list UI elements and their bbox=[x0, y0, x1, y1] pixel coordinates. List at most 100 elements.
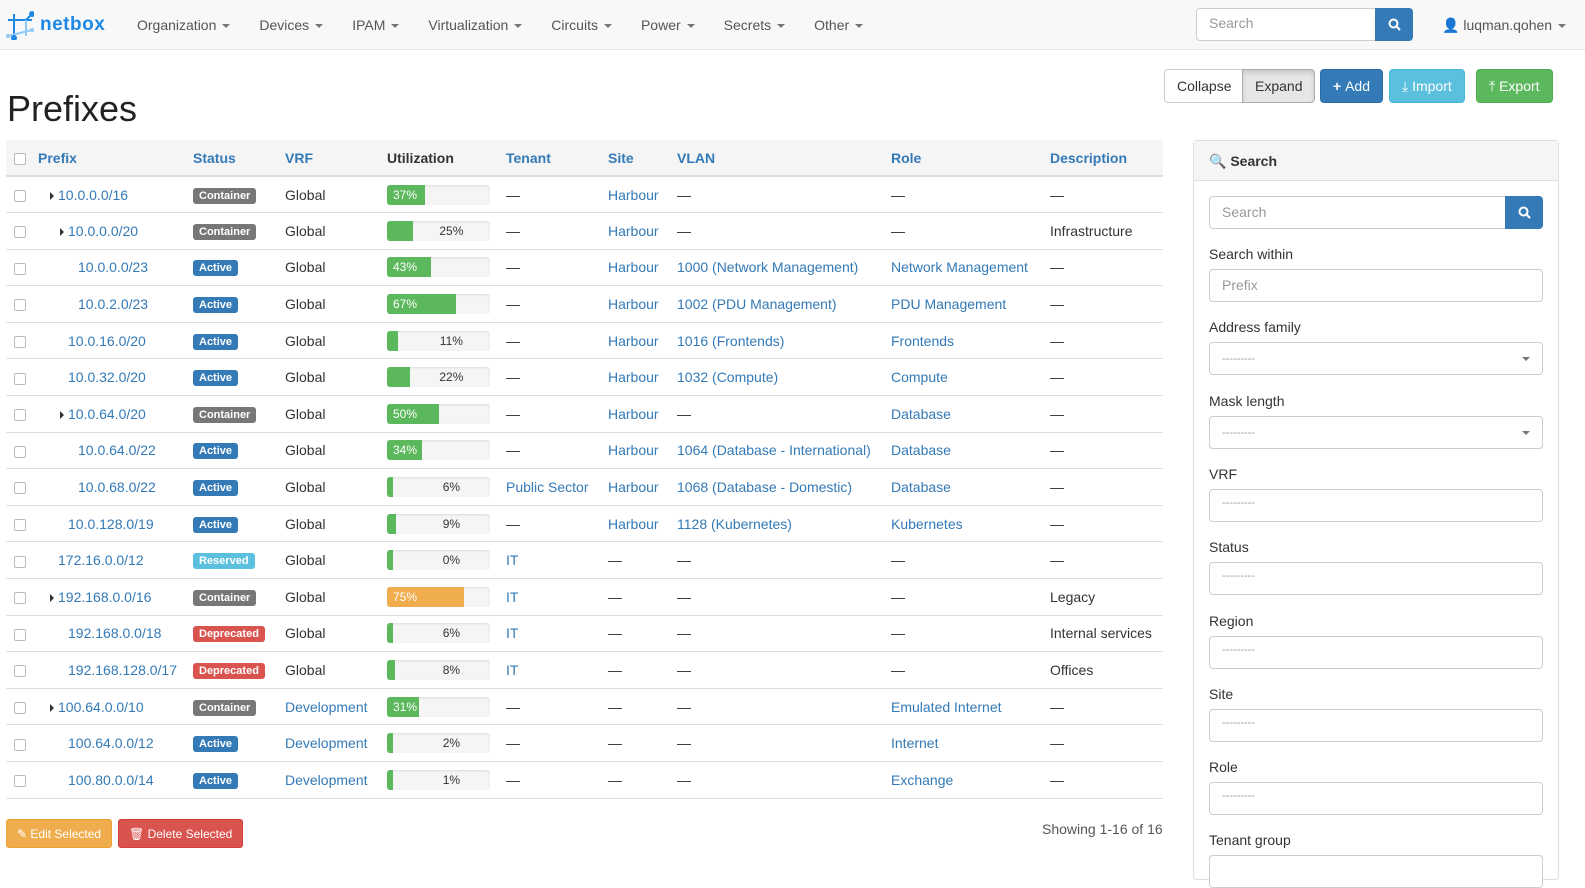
column-header-vrf[interactable]: VRF bbox=[285, 140, 387, 177]
column-header-prefix[interactable]: Prefix bbox=[38, 140, 193, 177]
vlan-link[interactable]: 1064 (Database - International) bbox=[677, 442, 871, 459]
column-header-status[interactable]: Status bbox=[193, 140, 285, 177]
row-checkbox[interactable] bbox=[14, 775, 26, 788]
site-link[interactable]: Harbour bbox=[608, 259, 659, 276]
select-all-checkbox[interactable] bbox=[14, 152, 26, 165]
site-link[interactable]: Harbour bbox=[608, 405, 659, 422]
vlan-link[interactable]: 1000 (Network Management) bbox=[677, 259, 859, 276]
vrf-input[interactable]: --------- bbox=[1209, 488, 1543, 522]
role-link[interactable]: Emulated Internet bbox=[891, 698, 1002, 715]
collapse-button[interactable]: Collapse bbox=[1164, 69, 1245, 103]
search-within-input[interactable]: Prefix bbox=[1209, 269, 1543, 302]
prefix-link[interactable]: 10.0.16.0/20 bbox=[68, 332, 146, 349]
prefix-link[interactable]: 100.64.0.0/10 bbox=[58, 698, 144, 715]
nav-menu-organization[interactable]: Organization bbox=[137, 17, 231, 33]
row-checkbox[interactable] bbox=[14, 518, 26, 531]
nav-menu-other[interactable]: Other bbox=[814, 17, 864, 33]
sidebar-search-input[interactable]: Search bbox=[1209, 196, 1506, 229]
mask-length-select[interactable]: --------- bbox=[1209, 415, 1543, 449]
role-link[interactable]: Exchange bbox=[891, 771, 954, 788]
row-checkbox[interactable] bbox=[14, 665, 26, 678]
vrf-link[interactable]: Development bbox=[285, 771, 368, 788]
prefix-link[interactable]: 10.0.2.0/23 bbox=[78, 296, 149, 313]
prefix-link[interactable]: 10.0.0.0/23 bbox=[78, 259, 149, 276]
prefix-link[interactable]: 10.0.64.0/20 bbox=[68, 405, 146, 422]
vlan-link[interactable]: 1002 (PDU Management) bbox=[677, 296, 837, 313]
row-checkbox[interactable] bbox=[14, 592, 26, 605]
prefix-link[interactable]: 10.0.0.0/16 bbox=[58, 186, 129, 203]
vrf-link[interactable]: Development bbox=[285, 698, 368, 715]
tenant-link[interactable]: Public Sector bbox=[506, 479, 589, 496]
role-link[interactable]: Frontends bbox=[891, 332, 955, 349]
vlan-link[interactable]: 1128 (Kubernetes) bbox=[677, 515, 792, 532]
row-checkbox[interactable] bbox=[14, 262, 26, 275]
site-link[interactable]: Harbour bbox=[608, 369, 659, 386]
row-checkbox[interactable] bbox=[14, 335, 26, 348]
nav-menu-circuits[interactable]: Circuits bbox=[551, 17, 612, 33]
expand-toggle-icon[interactable] bbox=[60, 411, 64, 420]
nav-menu-ipam[interactable]: IPAM bbox=[352, 17, 400, 33]
tenant-link[interactable]: IT bbox=[506, 662, 519, 679]
site-link[interactable]: Harbour bbox=[608, 479, 659, 496]
address-family-select[interactable]: --------- bbox=[1209, 342, 1543, 376]
row-checkbox[interactable] bbox=[14, 189, 26, 202]
row-checkbox[interactable] bbox=[14, 409, 26, 422]
import-button[interactable]: ⤓ Import bbox=[1389, 69, 1465, 103]
expand-toggle-icon[interactable] bbox=[50, 594, 54, 603]
prefix-link[interactable]: 100.64.0.0/12 bbox=[68, 735, 154, 752]
row-checkbox[interactable] bbox=[14, 299, 26, 312]
role-link[interactable]: Database bbox=[891, 442, 951, 459]
row-checkbox[interactable] bbox=[14, 738, 26, 751]
column-header-site[interactable]: Site bbox=[608, 140, 677, 177]
column-header-tenant[interactable]: Tenant bbox=[506, 140, 608, 177]
row-checkbox[interactable] bbox=[14, 701, 26, 714]
nav-search-input[interactable]: Search bbox=[1196, 8, 1376, 41]
prefix-link[interactable]: 172.16.0.0/12 bbox=[58, 552, 144, 569]
role-link[interactable]: Internet bbox=[891, 735, 939, 752]
role-link[interactable]: Compute bbox=[891, 369, 948, 386]
site-link[interactable]: Harbour bbox=[608, 186, 659, 203]
column-header-vlan[interactable]: VLAN bbox=[677, 140, 891, 177]
vlan-link[interactable]: 1032 (Compute) bbox=[677, 369, 779, 386]
column-header-role[interactable]: Role bbox=[891, 140, 1050, 177]
row-checkbox[interactable] bbox=[14, 226, 26, 239]
site-link[interactable]: Harbour bbox=[608, 296, 659, 313]
role-link[interactable]: Network Management bbox=[891, 259, 1028, 276]
prefix-link[interactable]: 10.0.32.0/20 bbox=[68, 369, 146, 386]
prefix-link[interactable]: 100.80.0.0/14 bbox=[68, 771, 154, 788]
sidebar-search-button[interactable] bbox=[1505, 196, 1543, 229]
expand-toggle-icon[interactable] bbox=[60, 228, 64, 237]
row-checkbox[interactable] bbox=[14, 555, 26, 568]
prefix-link[interactable]: 10.0.0.0/20 bbox=[68, 222, 139, 239]
region-input[interactable]: --------- bbox=[1209, 635, 1543, 669]
role-link[interactable]: Kubernetes bbox=[891, 515, 963, 532]
expand-toggle-icon[interactable] bbox=[50, 703, 54, 712]
row-checkbox[interactable] bbox=[14, 482, 26, 495]
tenant-link[interactable]: IT bbox=[506, 625, 519, 642]
vrf-link[interactable]: Development bbox=[285, 735, 368, 752]
role-input[interactable]: --------- bbox=[1209, 782, 1543, 816]
export-button[interactable]: ⤒ Export bbox=[1476, 69, 1553, 103]
prefix-link[interactable]: 10.0.68.0/22 bbox=[78, 479, 156, 496]
expand-toggle-icon[interactable] bbox=[50, 191, 54, 200]
add-button[interactable]: + Add bbox=[1320, 69, 1383, 103]
prefix-link[interactable]: 192.168.128.0/17 bbox=[68, 662, 177, 679]
site-link[interactable]: Harbour bbox=[608, 442, 659, 459]
prefix-link[interactable]: 192.168.0.0/18 bbox=[68, 625, 162, 642]
site-link[interactable]: Harbour bbox=[608, 332, 659, 349]
brand-logo[interactable]: netbox bbox=[6, 10, 105, 40]
site-input[interactable]: --------- bbox=[1209, 708, 1543, 742]
site-link[interactable]: Harbour bbox=[608, 222, 659, 239]
role-link[interactable]: Database bbox=[891, 479, 951, 496]
site-link[interactable]: Harbour bbox=[608, 515, 659, 532]
prefix-link[interactable]: 192.168.0.0/16 bbox=[58, 588, 152, 605]
status-input[interactable]: --------- bbox=[1209, 562, 1543, 596]
nav-menu-secrets[interactable]: Secrets bbox=[724, 17, 786, 33]
vlan-link[interactable]: 1068 (Database - Domestic) bbox=[677, 479, 853, 496]
row-checkbox[interactable] bbox=[14, 445, 26, 458]
prefix-link[interactable]: 10.0.128.0/19 bbox=[68, 515, 154, 532]
edit-selected-button[interactable]: ✎ Edit Selected bbox=[6, 819, 113, 848]
column-header-description[interactable]: Description bbox=[1050, 140, 1163, 177]
delete-selected-button[interactable]: 🗑 Delete Selected bbox=[118, 819, 244, 848]
tenant-link[interactable]: IT bbox=[506, 588, 519, 605]
